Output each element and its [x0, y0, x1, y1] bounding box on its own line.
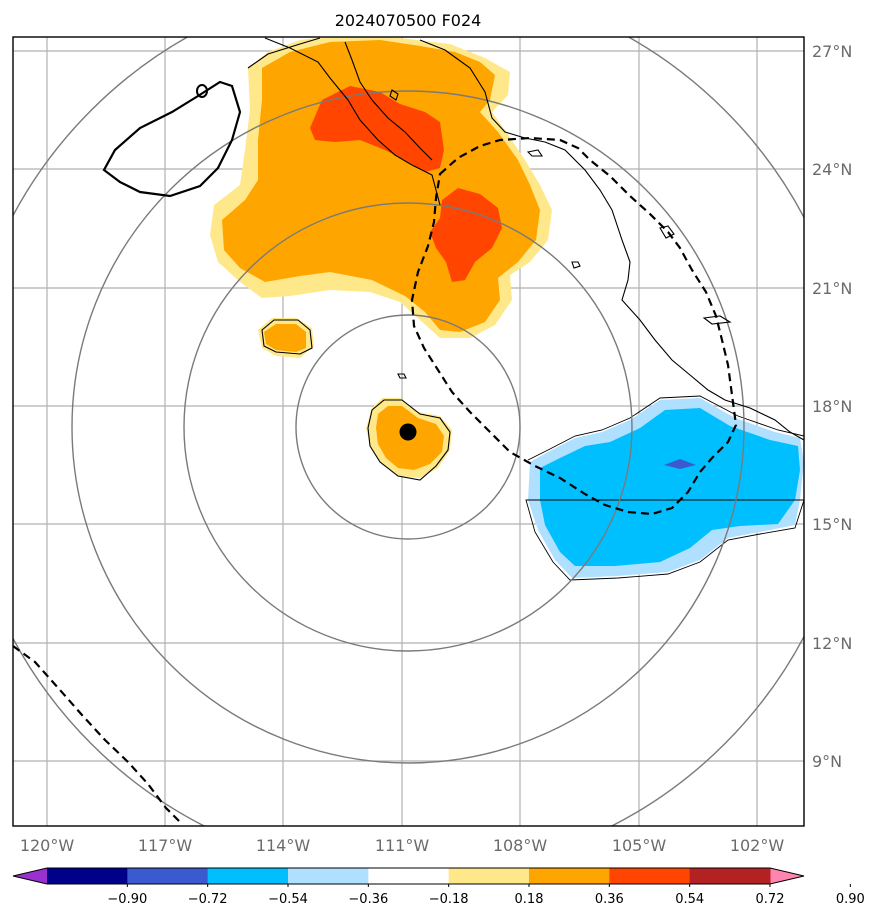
coastline-island-c: [571, 261, 581, 269]
colorbar-tick-label: 0.18: [515, 892, 544, 907]
map-title: 2024070500 F024: [335, 11, 482, 30]
range-rings: [13, 37, 804, 826]
map-border: [12, 36, 805, 827]
coastline-island-e: [397, 373, 407, 379]
colorbar-tick-label: −0.18: [429, 892, 469, 907]
colorbar-tick-label: 0.72: [756, 892, 785, 907]
coastline-island-a: [389, 89, 399, 101]
lon-label: 108°W: [493, 836, 548, 855]
colorbar-extend-low: [13, 868, 47, 884]
lat-label: 9°N: [812, 752, 842, 771]
lat-label: 27°N: [812, 42, 852, 61]
coastline-island-f: [526, 149, 544, 157]
coastline-mainland: [419, 39, 804, 441]
coastline-island-b: [659, 225, 675, 239]
dashed-contour-east: [410, 136, 738, 516]
colorbar-outline: [12, 867, 805, 885]
colorbar-segment: [288, 868, 369, 884]
colorbar-segment: [127, 868, 209, 884]
lon-label: 114°W: [256, 836, 311, 855]
colorbar-tick-label: 0.36: [595, 892, 624, 907]
coastline-baja-b: [344, 41, 433, 161]
colorbar-tick-label: −0.90: [107, 892, 147, 907]
lon-labels: 120°W 117°W 114°W 111°W 108°W 105°W 102°…: [20, 836, 785, 855]
lat-label: 18°N: [812, 397, 852, 416]
colorbar-segment: [47, 868, 128, 884]
colorbar-segment: [609, 868, 691, 884]
fill-level-0.54-north-b: [430, 188, 502, 282]
lon-label: 111°W: [375, 836, 430, 855]
colorbar-segment: [207, 868, 289, 884]
colorbar-segment: [368, 868, 450, 884]
lat-labels: 27°N 24°N 21°N 18°N 15°N 12°N 9°N: [812, 42, 852, 771]
range-ring-2: [183, 202, 633, 652]
lon-label: 117°W: [138, 836, 193, 855]
colorbar: −0.90 −0.72 −0.54 −0.36 −0.18 0.18 0.36 0.54 0.7…: [12, 867, 865, 907]
fill-level-0.54-north-a: [310, 86, 444, 172]
solid-contour-northwest: [102, 80, 242, 198]
zero-contour-southeast: [525, 395, 804, 581]
fill-level-0.54-blob-a: [264, 324, 306, 352]
negative-anomaly-southeast: [525, 395, 804, 581]
lat-label: 12°N: [812, 634, 852, 653]
colorbar-segment: [448, 868, 530, 884]
lon-label: 102°W: [730, 836, 785, 855]
solid-contour-small: [196, 84, 208, 98]
colorbar-extend-high: [770, 868, 804, 884]
colorbar-tick-label: −0.36: [348, 892, 388, 907]
colorbar-segment: [689, 868, 771, 884]
lat-label: 15°N: [812, 515, 852, 534]
coastlines: [247, 37, 804, 481]
colorbar-tick-label: −0.54: [268, 892, 308, 907]
lat-label: 21°N: [812, 279, 852, 298]
coastline-island-d: [702, 315, 732, 325]
fill-level-neg0.54: [664, 459, 696, 469]
lat-label: 24°N: [812, 160, 852, 179]
colorbar-tick-label: −0.72: [188, 892, 228, 907]
range-ring-1: [295, 314, 521, 540]
fill-level-neg0.36: [540, 408, 800, 566]
coastline-baja-a: [264, 37, 441, 206]
colorbar-tick-label: 0.54: [675, 892, 704, 907]
lon-label: 120°W: [20, 836, 75, 855]
range-ring-3: [71, 90, 745, 764]
colorbar-segment: [529, 868, 610, 884]
colorbar-tick-label: 0.90: [836, 892, 865, 907]
storm-center-marker: [399, 423, 417, 441]
positive-anomaly-north: [210, 37, 552, 358]
dashed-contour-southwest: [13, 645, 183, 825]
contour-blob-a: [261, 319, 313, 355]
contour-center: [367, 399, 451, 481]
contour-north: [247, 37, 321, 69]
lon-label: 105°W: [612, 836, 667, 855]
